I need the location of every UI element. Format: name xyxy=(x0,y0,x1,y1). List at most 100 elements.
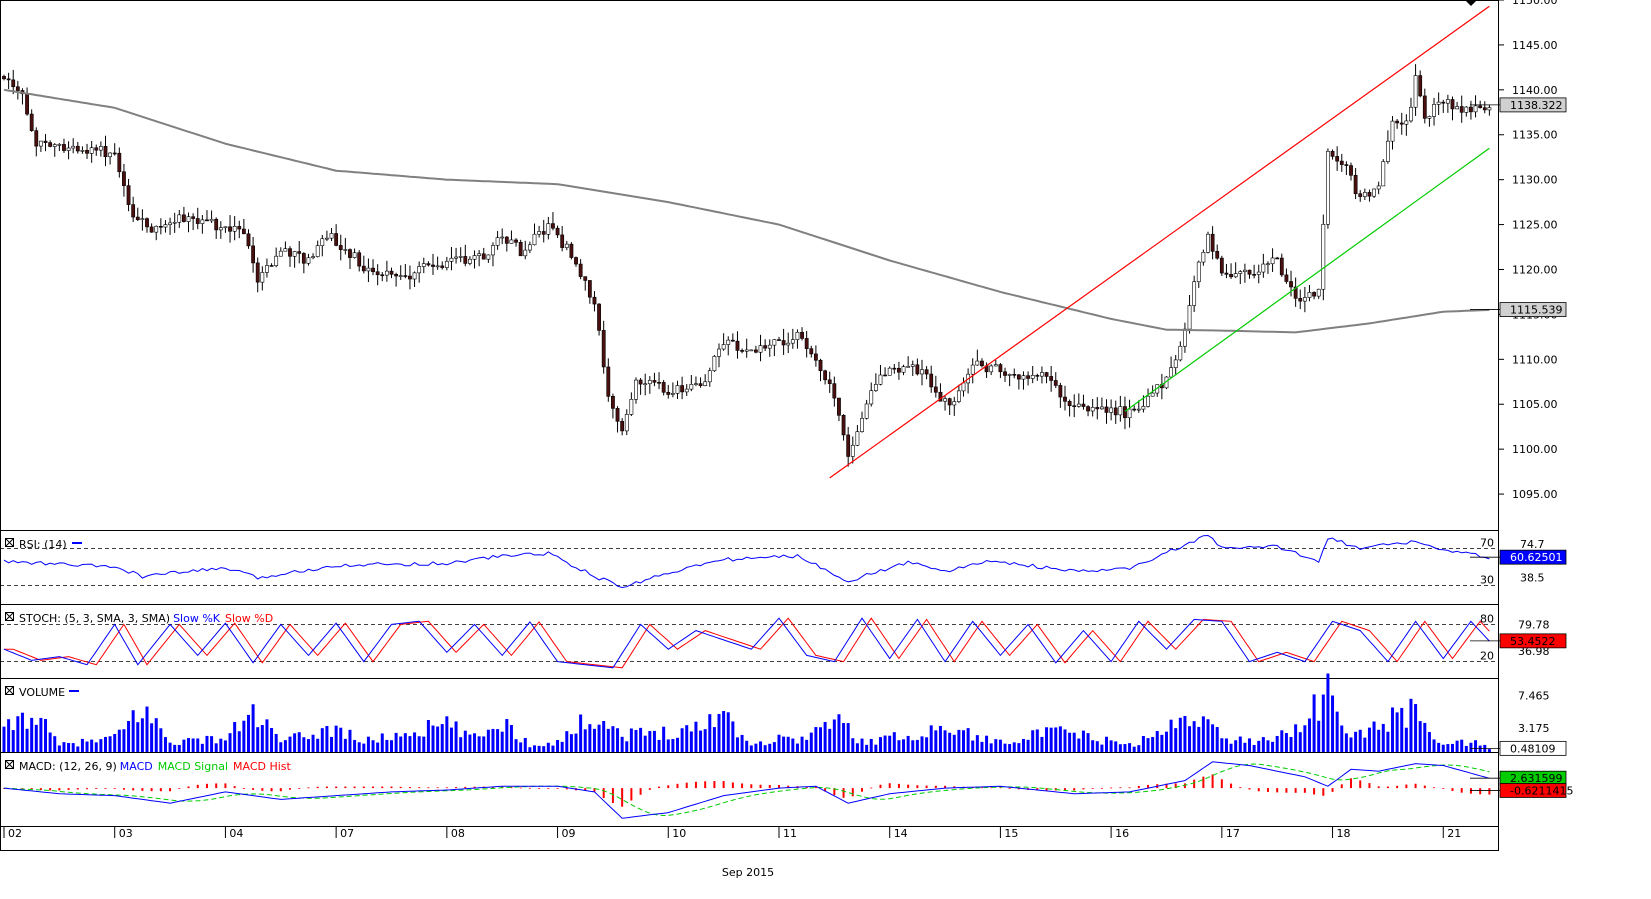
volume-bar xyxy=(145,706,149,752)
volume-bar xyxy=(560,741,564,752)
candle xyxy=(315,240,320,258)
candle xyxy=(537,225,542,238)
volume-bar xyxy=(1105,736,1109,752)
macd-hist-bar xyxy=(556,788,559,789)
macd-hist-bar xyxy=(270,788,273,792)
macd-hist-bar xyxy=(215,783,218,789)
macd-hist-bar xyxy=(1165,783,1168,789)
macd-hist-bar xyxy=(325,786,328,789)
candle xyxy=(260,266,265,291)
svg-text:2.631599: 2.631599 xyxy=(1510,772,1563,785)
macd-hist-bar xyxy=(316,786,319,789)
candle xyxy=(749,349,754,352)
candle xyxy=(94,144,99,156)
candle xyxy=(449,246,454,271)
volume-bar xyxy=(80,738,84,752)
macd-hist-bar xyxy=(159,788,162,792)
svg-text:53.4522: 53.4522 xyxy=(1510,635,1556,648)
macd-hist-bar xyxy=(436,787,439,789)
macd-hist-bar xyxy=(676,783,679,789)
volume-bar xyxy=(1109,740,1113,752)
candle xyxy=(952,396,957,416)
macd-hist-bar xyxy=(169,788,172,792)
volume-bar xyxy=(602,721,606,752)
volume-bar xyxy=(311,734,315,752)
volume-bar xyxy=(265,719,269,752)
macd-hist-bar xyxy=(805,786,808,789)
macd-hist-bar xyxy=(1202,776,1205,789)
candle xyxy=(1464,106,1469,117)
volume-bar xyxy=(366,736,370,752)
candle xyxy=(384,260,389,282)
volume-bar xyxy=(246,714,250,752)
volume-bar xyxy=(1409,698,1413,752)
candle xyxy=(1095,397,1100,420)
candle xyxy=(500,228,505,245)
volume-bar xyxy=(1169,719,1173,752)
candle xyxy=(1326,148,1330,229)
volume-bar xyxy=(187,738,191,752)
candle xyxy=(924,366,929,380)
macd-hist-bar xyxy=(353,786,356,789)
candle xyxy=(1229,263,1233,279)
volume-bar xyxy=(205,735,209,752)
price-tick-label: 1100.00 xyxy=(1512,443,1558,456)
volume-bar xyxy=(293,733,297,752)
candle xyxy=(643,373,648,396)
macd-hist-bar xyxy=(1340,784,1343,789)
candle xyxy=(468,256,472,266)
candle xyxy=(103,135,108,167)
macd-value-tag: 2.631599 xyxy=(1470,770,1567,786)
volume-bar xyxy=(1068,732,1072,752)
macd-hist-bar xyxy=(39,788,42,790)
macd-hist-bar xyxy=(1303,788,1306,793)
candle xyxy=(744,338,749,358)
macd-hist-bar xyxy=(1405,784,1408,789)
volume-bar xyxy=(740,734,744,752)
candle xyxy=(329,228,334,242)
volume-bar xyxy=(500,731,504,752)
candle xyxy=(555,225,560,238)
candle xyxy=(1053,372,1058,389)
x-tick-label: 17 xyxy=(1226,827,1240,840)
volume-tick-label: 7.465 xyxy=(1518,690,1550,703)
macd-hist-bar xyxy=(777,784,780,789)
candle xyxy=(1441,99,1446,113)
candle xyxy=(2,74,6,81)
candle xyxy=(1362,188,1367,201)
candle xyxy=(366,258,371,283)
volume-bar xyxy=(302,737,306,752)
candle xyxy=(288,246,292,267)
candle xyxy=(486,254,491,263)
candle xyxy=(1413,64,1418,116)
candle xyxy=(675,380,680,399)
macd-hist-bar xyxy=(381,786,384,789)
candle xyxy=(620,418,625,436)
candle xyxy=(301,252,306,274)
macd-hist-bar xyxy=(1036,788,1039,791)
volume-bar xyxy=(214,743,218,752)
volume-bar xyxy=(1446,744,1450,752)
stoch-legend-d: Slow %D xyxy=(225,612,273,625)
macd-hist-bar xyxy=(1174,783,1177,789)
svg-text:1138.322: 1138.322 xyxy=(1510,99,1563,112)
volume-bar xyxy=(417,736,421,752)
candle xyxy=(1298,289,1303,310)
volume-bar xyxy=(1072,732,1076,752)
volume-bar xyxy=(1174,728,1178,752)
macd-hist-bar xyxy=(390,786,393,789)
candle xyxy=(48,140,53,148)
candle xyxy=(998,362,1003,379)
candle xyxy=(1169,356,1173,379)
candle xyxy=(1178,341,1183,362)
candle xyxy=(1127,399,1132,428)
candle xyxy=(970,358,975,384)
volume-bar xyxy=(772,742,776,752)
candle xyxy=(357,250,362,272)
volume-bar xyxy=(920,736,924,752)
candle xyxy=(408,265,412,290)
candle xyxy=(1026,371,1030,386)
candle xyxy=(255,257,260,293)
candle xyxy=(1459,95,1464,123)
